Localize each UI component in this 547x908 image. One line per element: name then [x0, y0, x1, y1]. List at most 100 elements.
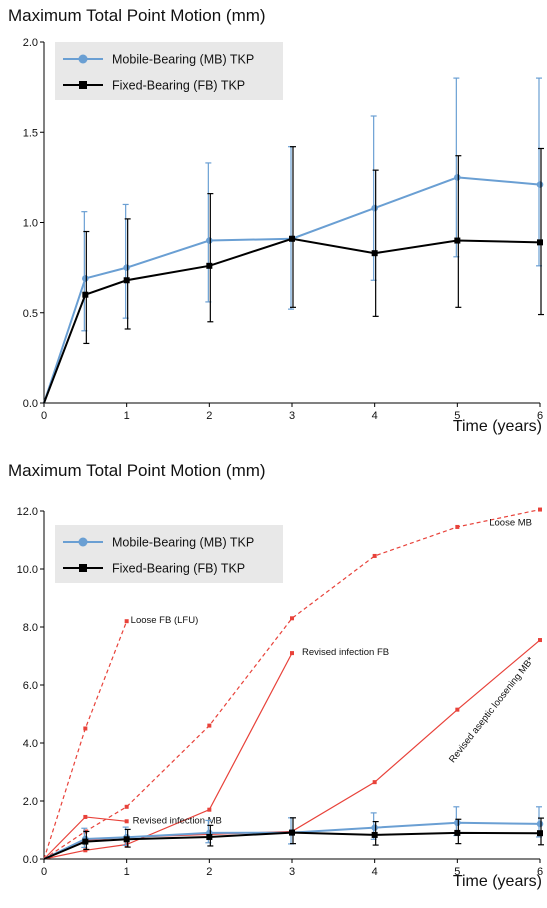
data-point: [454, 819, 461, 827]
x-tick-label: 2: [206, 410, 212, 422]
x-tick-label: 2: [206, 866, 212, 878]
outlier-line: [43, 652, 293, 860]
series: [43, 817, 544, 860]
outlier-point: [83, 726, 88, 731]
chart-panel-top: Maximum Total Point Motion (mm) 0.0 0.5 1.…: [8, 6, 544, 435]
data-point: [371, 824, 378, 831]
legend-label: Mobile-Bearing (MB) TKP: [112, 53, 254, 67]
y-tick-label: 2.0: [23, 796, 38, 808]
x-tick-label: 5: [454, 866, 460, 878]
y-tick-label: 0.0: [23, 854, 38, 866]
x-tick-label: 1: [124, 410, 130, 422]
data-point: [123, 264, 130, 271]
data-point: [206, 833, 213, 840]
data-point: [371, 250, 378, 257]
outlier-point: [455, 524, 460, 529]
outlier-point: [290, 651, 294, 656]
legend-box: [55, 42, 283, 100]
legend: Mobile-Bearing (MB) TKP Fixed-Bearing (FB…: [55, 525, 283, 583]
outlier-point: [124, 842, 129, 847]
data-point: [371, 204, 378, 212]
data-point: [454, 174, 461, 181]
y-tick-label: 10.0: [17, 564, 38, 576]
data-point: [537, 239, 543, 246]
series-line: [43, 821, 541, 860]
data-point: [537, 830, 543, 837]
data-point: [123, 277, 130, 284]
outlier-series: Revised infection FB: [43, 647, 389, 860]
outlier-point: [207, 723, 212, 728]
legend-marker: [78, 54, 88, 64]
outlier-point: [538, 638, 542, 643]
outlier-point: [538, 507, 542, 512]
outlier-annotation: Revised aseptic loosening MB*: [447, 655, 536, 765]
legend-marker: [79, 564, 87, 572]
x-tick-label: 0: [41, 410, 47, 422]
legend: Mobile-Bearing (MB) TKP Fixed-Bearing (FB…: [55, 42, 283, 100]
data-point: [536, 181, 544, 188]
outlier-point: [372, 553, 377, 558]
series: [43, 77, 544, 404]
outlier-line: [43, 620, 128, 860]
legend-box: [55, 525, 283, 583]
outlier-point: [83, 848, 88, 853]
chart-title: Maximum Total Point Motion (mm): [8, 6, 266, 25]
y-tick-label: 8.0: [23, 622, 38, 634]
x-tick-label: 3: [289, 866, 295, 878]
outlier-annotation: Revised infection MB: [133, 815, 222, 826]
data-point: [82, 838, 89, 845]
legend-label: Fixed-Bearing (FB) TKP: [112, 79, 245, 93]
outlier-point: [455, 707, 460, 712]
x-tick-label: 6: [537, 410, 543, 422]
x-tick-label: 4: [372, 410, 378, 422]
y-tick-label: 12.0: [17, 506, 38, 518]
data-point: [536, 820, 544, 828]
x-tick-label: 0: [41, 866, 47, 878]
series-line: [43, 237, 541, 404]
outlier-point: [207, 807, 212, 812]
series-line: [43, 831, 541, 860]
series-line: [43, 176, 541, 404]
y-tick-label: 1.5: [23, 127, 38, 139]
legend-marker: [79, 81, 87, 89]
y-tick-label: 2.0: [23, 37, 38, 49]
data-point: [454, 237, 461, 244]
data-point: [371, 831, 378, 838]
chart-panel-bottom: Maximum Total Point Motion (mm) 0.0 2.0 4.…: [0, 455, 547, 908]
x-tick-label: 1: [124, 866, 130, 878]
legend-marker: [78, 537, 88, 547]
outlier-point: [372, 780, 377, 785]
outlier-annotation: Loose MB: [489, 518, 532, 529]
x-tick-label: 5: [454, 410, 460, 422]
outlier-point: [290, 616, 294, 621]
data-point: [454, 829, 461, 836]
x-tick-label: 3: [289, 410, 295, 422]
y-tick-label: 6.0: [23, 680, 38, 692]
x-axis-title: Time (years): [453, 873, 542, 890]
outlier-point: [124, 819, 129, 824]
chart-title: Maximum Total Point Motion (mm): [8, 461, 266, 480]
outlier-point: [124, 619, 129, 624]
data-point: [82, 275, 89, 282]
y-tick-label: 4.0: [23, 738, 38, 750]
outlier-series: Revised infection MB: [43, 814, 222, 860]
legend-label: Mobile-Bearing (MB) TKP: [112, 536, 254, 550]
outlier-annotation: Revised infection FB: [302, 647, 389, 658]
data-point: [289, 829, 295, 836]
outlier-point: [124, 804, 129, 809]
y-tick-label: 0.5: [23, 308, 38, 320]
outlier-point: [83, 814, 88, 819]
data-point: [289, 235, 295, 242]
x-axis-title: Time (years): [453, 418, 542, 435]
outlier-annotation: Loose FB (LFU): [131, 615, 199, 626]
outlier-series: Loose FB (LFU): [43, 615, 199, 860]
y-tick-label: 1.0: [23, 218, 38, 230]
data-point: [206, 262, 213, 269]
legend-label: Fixed-Bearing (FB) TKP: [112, 562, 245, 576]
data-point: [123, 836, 130, 843]
x-tick-label: 6: [537, 866, 543, 878]
series: [43, 146, 544, 404]
data-point: [82, 291, 89, 298]
